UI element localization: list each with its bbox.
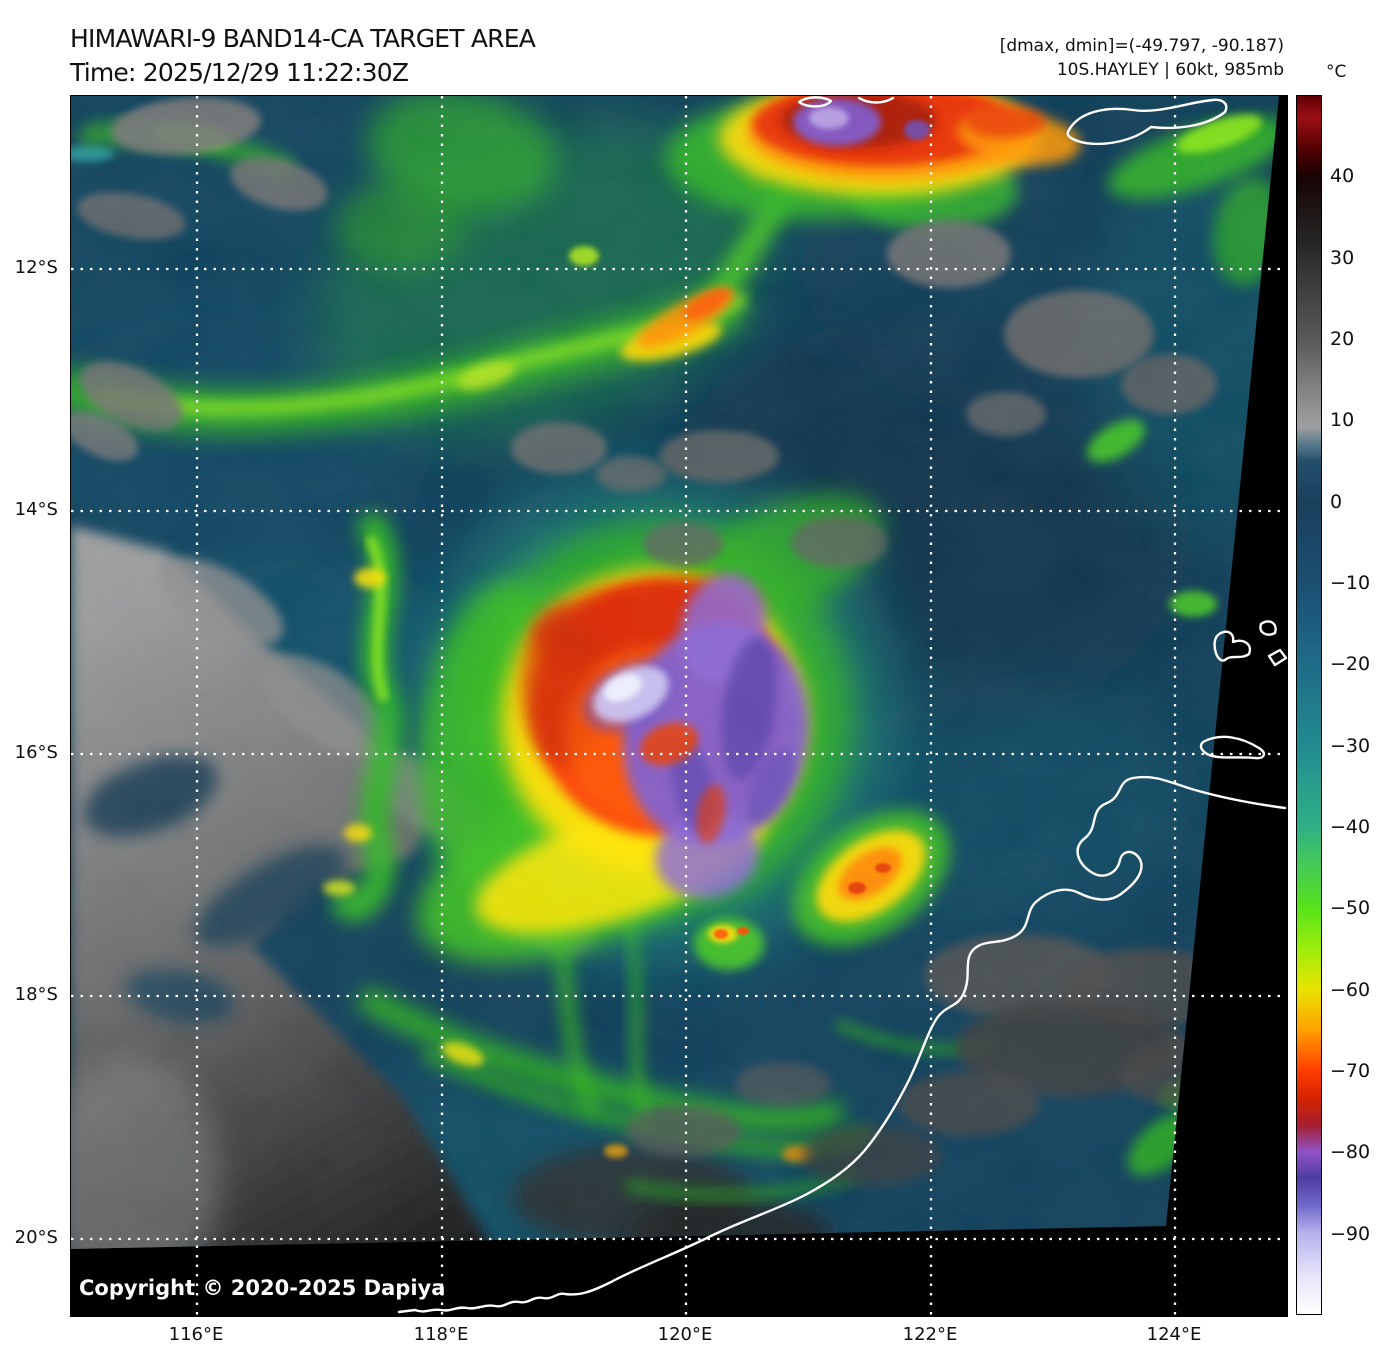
colorbar-tick-label: −30 — [1330, 734, 1371, 757]
y-axis-labels: 12°S 14°S 16°S 18°S 20°S — [0, 95, 62, 1315]
page-title: HIMAWARI-9 BAND14-CA TARGET AREA — [70, 24, 536, 53]
colorbar-tick-label: −60 — [1330, 978, 1371, 1001]
colorbar-tick-label: −90 — [1330, 1222, 1371, 1245]
colorbar-tick-label: −40 — [1330, 816, 1371, 838]
x-tick-label: 120°E — [657, 1324, 713, 1345]
y-tick-label: 20°S — [14, 1227, 58, 1248]
x-tick-label: 116°E — [168, 1324, 224, 1345]
colorbar-tick-label: −70 — [1330, 1060, 1371, 1082]
colorbar-tick-labels: 40 30 20 10 0 −10 −20 −30 −40 −50 −60 −70 −80 −90 — [1330, 95, 1386, 1315]
colorbar-tick-label: −10 — [1330, 572, 1371, 594]
x-tick-label: 118°E — [413, 1324, 469, 1345]
dmax-dmin-label: [dmax, dmin]=(-49.797, -90.187) — [999, 36, 1284, 56]
colorbar-tick-label: 0 — [1330, 490, 1343, 513]
colorbar-tick-label: 20 — [1330, 328, 1355, 350]
colorbar-tick-label: −80 — [1330, 1141, 1371, 1164]
colorbar-tick-label: −20 — [1330, 653, 1371, 676]
storm-info-label: 10S.HAYLEY | 60kt, 985mb — [1056, 60, 1284, 80]
coastline — [397, 96, 1287, 1314]
colorbar-tick-label: −50 — [1330, 897, 1371, 920]
colorbar-tick-label: 30 — [1330, 246, 1355, 269]
x-tick-label: 122°E — [902, 1324, 958, 1345]
colorbar-tick-label: 40 — [1330, 165, 1355, 188]
colorbar — [1296, 95, 1322, 1315]
x-tick-label: 124°E — [1146, 1324, 1202, 1345]
satellite-image — [71, 96, 1287, 1316]
satellite-map: Copyright © 2020-2025 Dapiya — [70, 95, 1288, 1317]
y-tick-label: 16°S — [14, 742, 58, 763]
y-tick-label: 14°S — [14, 499, 58, 520]
annotation-block: [dmax, dmin]=(-49.797, -90.187) 10S.HAYL… — [1000, 34, 1284, 82]
timestamp-label: Time: 2025/12/29 11:22:30Z — [70, 58, 409, 87]
y-tick-label: 18°S — [14, 984, 58, 1005]
colorbar-unit-label: °C — [1326, 62, 1347, 82]
x-axis-labels: 116°E 118°E 120°E 122°E 124°E — [70, 1324, 1286, 1354]
copyright-label: Copyright © 2020-2025 Dapiya — [79, 1276, 446, 1300]
y-tick-label: 12°S — [14, 257, 58, 278]
colorbar-tick-label: 10 — [1330, 409, 1355, 432]
